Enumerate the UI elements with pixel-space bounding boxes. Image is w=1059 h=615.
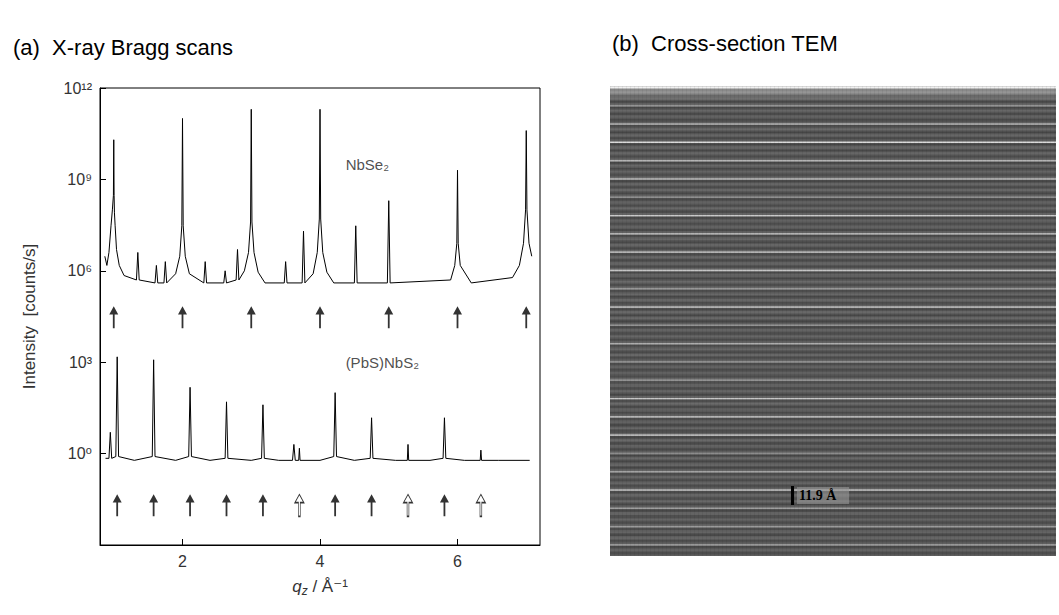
svg-text:q: q [292, 576, 302, 596]
svg-text:10³: 10³ [69, 354, 93, 371]
svg-text:10⁹: 10⁹ [67, 171, 92, 188]
svg-text:2: 2 [178, 553, 187, 570]
svg-text:10⁶: 10⁶ [68, 262, 92, 279]
svg-text:10¹²: 10¹² [64, 80, 93, 97]
svg-text:NbSe₂: NbSe₂ [346, 156, 390, 173]
svg-text:Intensity [counts/s]: Intensity [counts/s] [20, 244, 39, 390]
svg-text:/ Å⁻¹: / Å⁻¹ [308, 577, 348, 596]
svg-text:(a) X-ray Bragg scans: (a) X-ray Bragg scans [13, 35, 233, 60]
svg-text:(PbS)NbS₂: (PbS)NbS₂ [346, 354, 420, 371]
svg-text:10⁰: 10⁰ [68, 445, 92, 462]
svg-text:6: 6 [453, 553, 462, 570]
svg-text:11.9 Å: 11.9 Å [799, 488, 837, 503]
html-text:(b) Cross-section TEM: (b) Cross-section TEM [612, 31, 838, 56]
svg-text:z: z [301, 584, 308, 598]
svg-text:4: 4 [316, 553, 325, 570]
